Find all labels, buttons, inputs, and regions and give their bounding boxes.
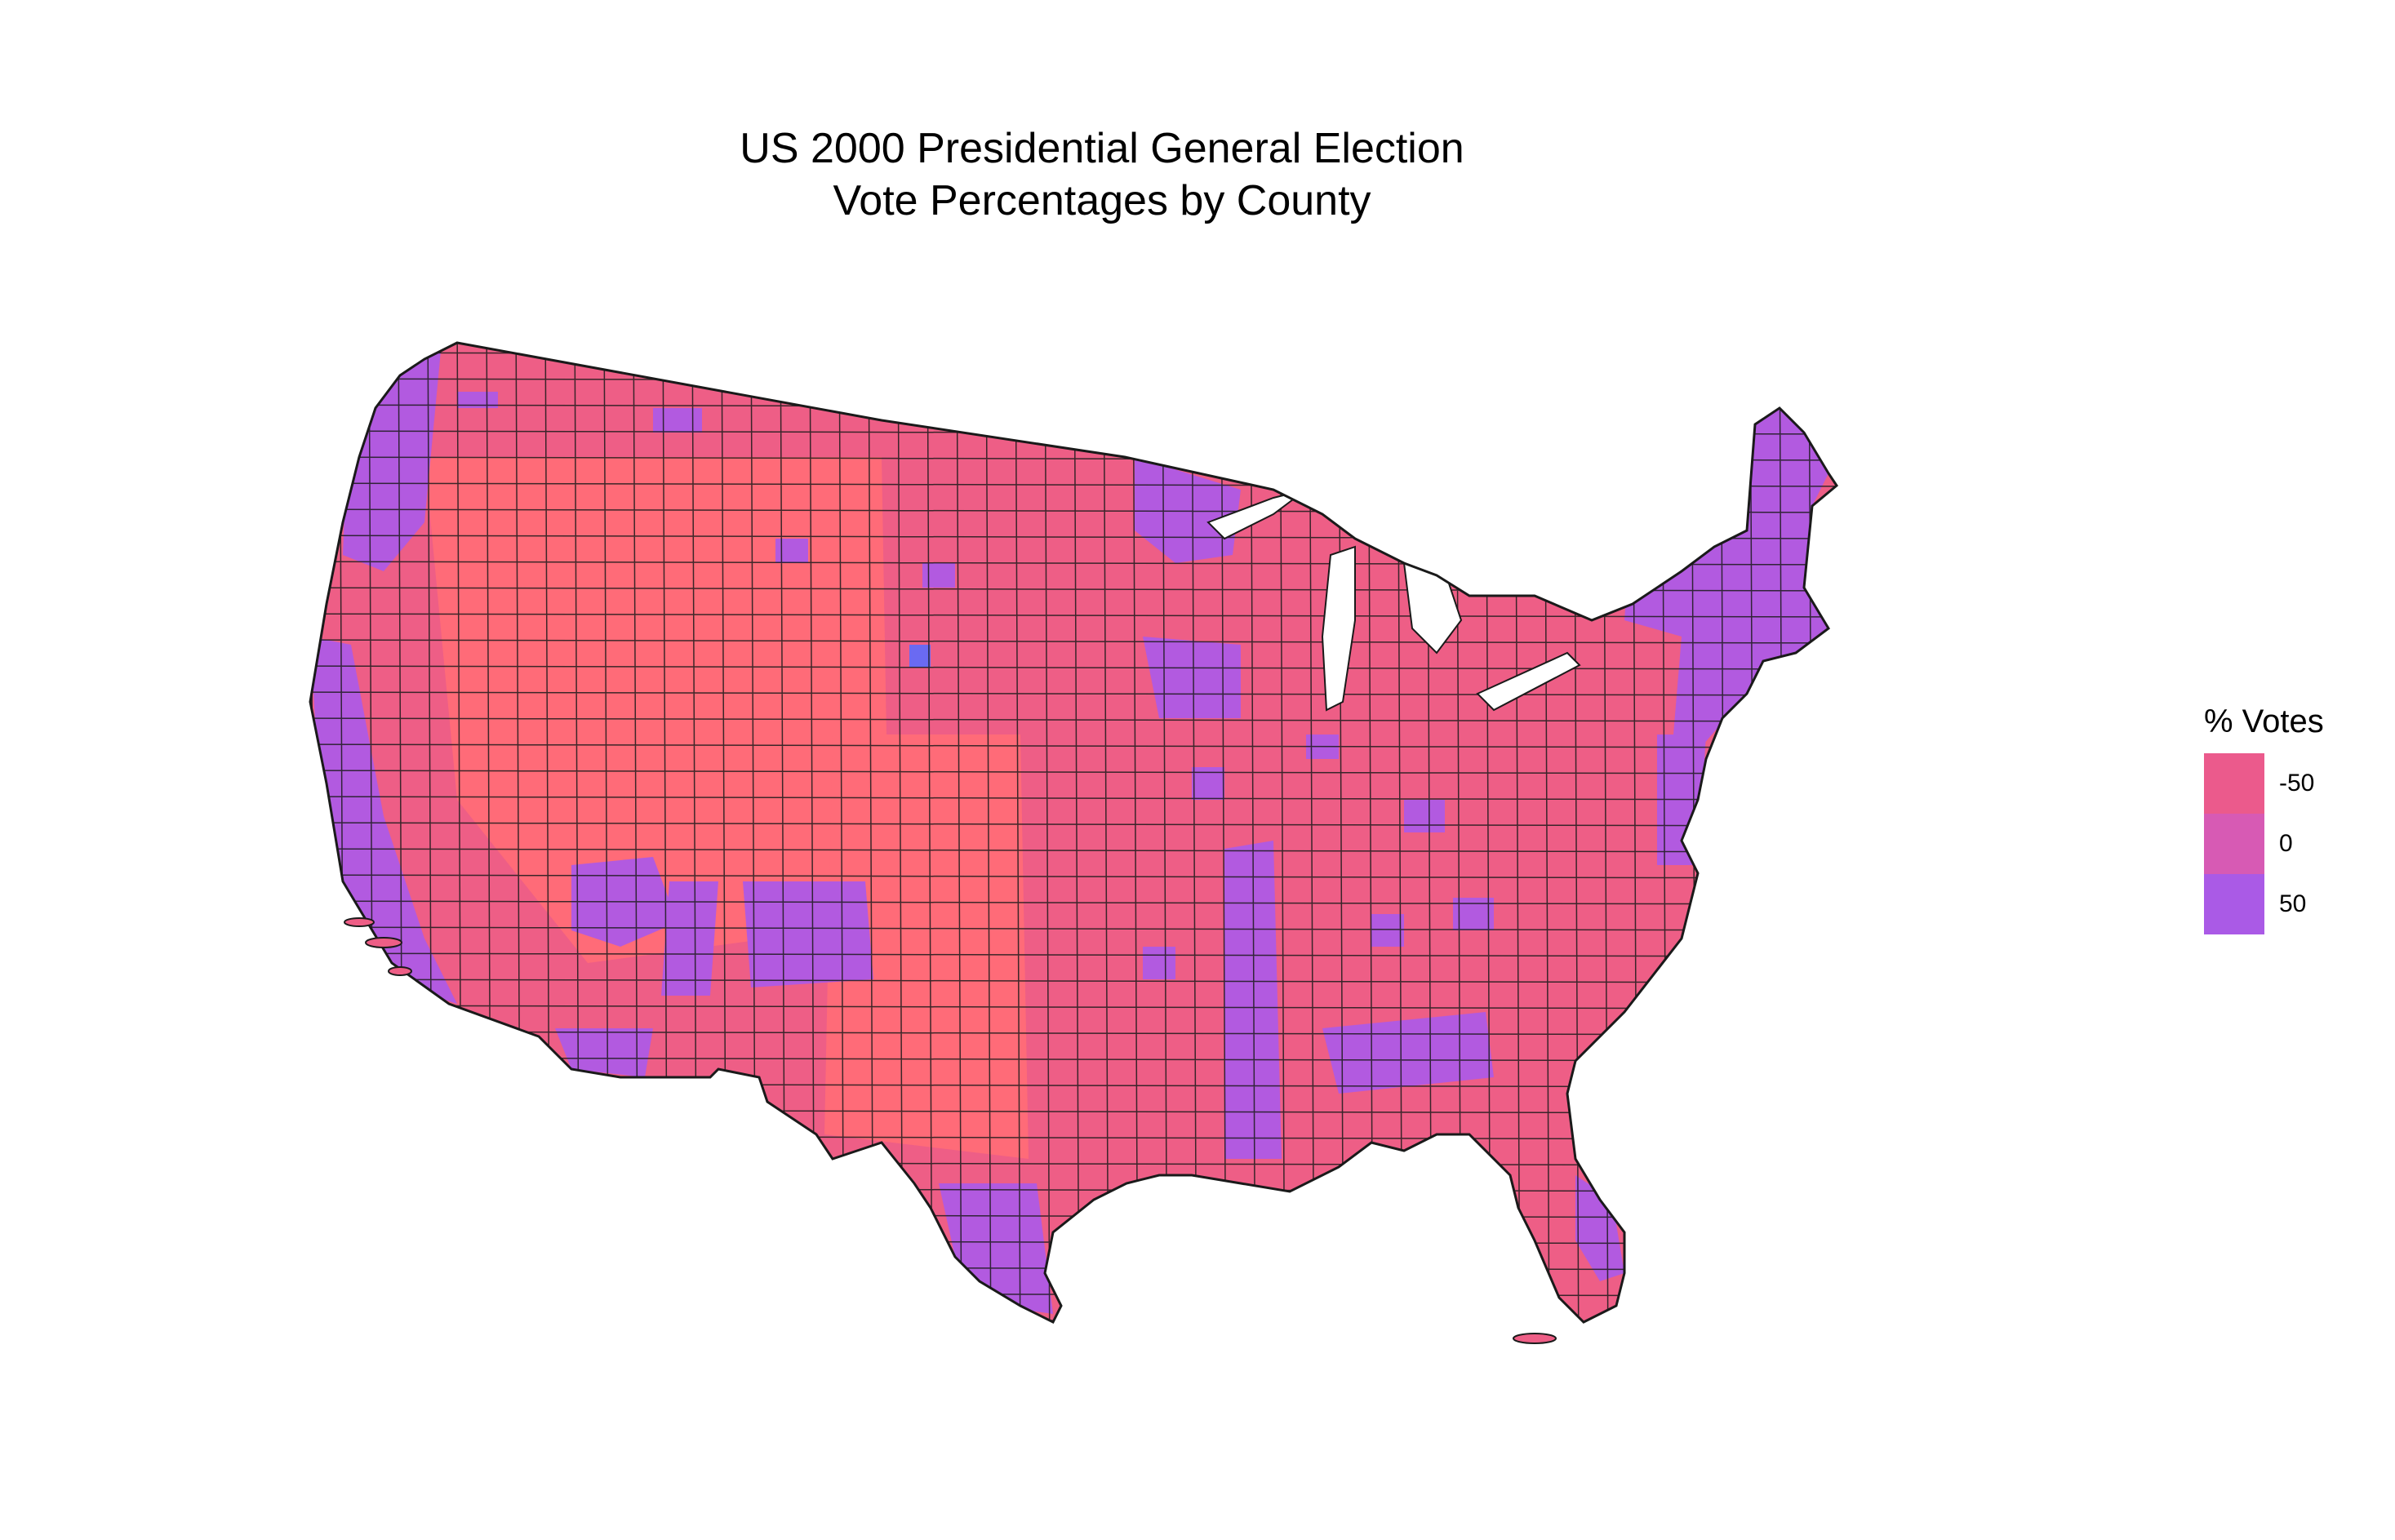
west-interior-region [424,457,890,963]
legend-item-50: 50 [2204,874,2367,934]
coastal-islands [344,917,1557,1344]
legend-swatch-0 [2204,814,2264,874]
legend: % Votes -50 0 50 [2204,703,2367,934]
title-line-2: Vote Percentages by County [833,177,1371,224]
legend-item-minus-50: -50 [2204,753,2367,814]
page-title: US 2000 Presidential General Election Vo… [0,122,2204,227]
legend-swatch-50 [2204,874,2264,934]
county-dem-6 [1404,800,1445,832]
island-3 [1513,1333,1557,1344]
plains-region [824,734,1029,1159]
legend-swatch-minus-50 [2204,753,2264,814]
lake-erie [1476,651,1581,712]
county-dem-2 [775,539,808,563]
state-regions [310,343,1837,1322]
county-dem-3 [922,563,955,588]
title-line-1: US 2000 Presidential General Election [740,125,1464,172]
island-1 [365,937,402,948]
lake-superior [1206,489,1307,540]
legend-title: % Votes [2204,703,2324,739]
county-strong-dem [909,645,931,668]
delta-region [1224,841,1282,1159]
legend-label-0: 0 [2279,830,2293,857]
legend-item-0: 0 [2204,814,2367,874]
lake-michigan [1321,545,1356,712]
county-dem-8 [1143,947,1175,979]
iowa-region [1143,637,1241,718]
county-dem-1 [653,408,702,433]
county-dem-9 [1371,914,1404,947]
island-2 [388,966,412,976]
california-coast-region [310,637,457,1004]
southwest-region-2 [555,1028,653,1077]
arizona-region [661,881,718,996]
legend-label-50: 50 [2279,890,2307,917]
black-belt-region [1322,1012,1494,1094]
new-mexico-region [743,881,873,987]
county-boundaries [310,343,1837,1322]
county-dem-0 [457,392,498,408]
legend-label-minus-50: -50 [2279,770,2315,797]
island-0 [344,917,375,927]
